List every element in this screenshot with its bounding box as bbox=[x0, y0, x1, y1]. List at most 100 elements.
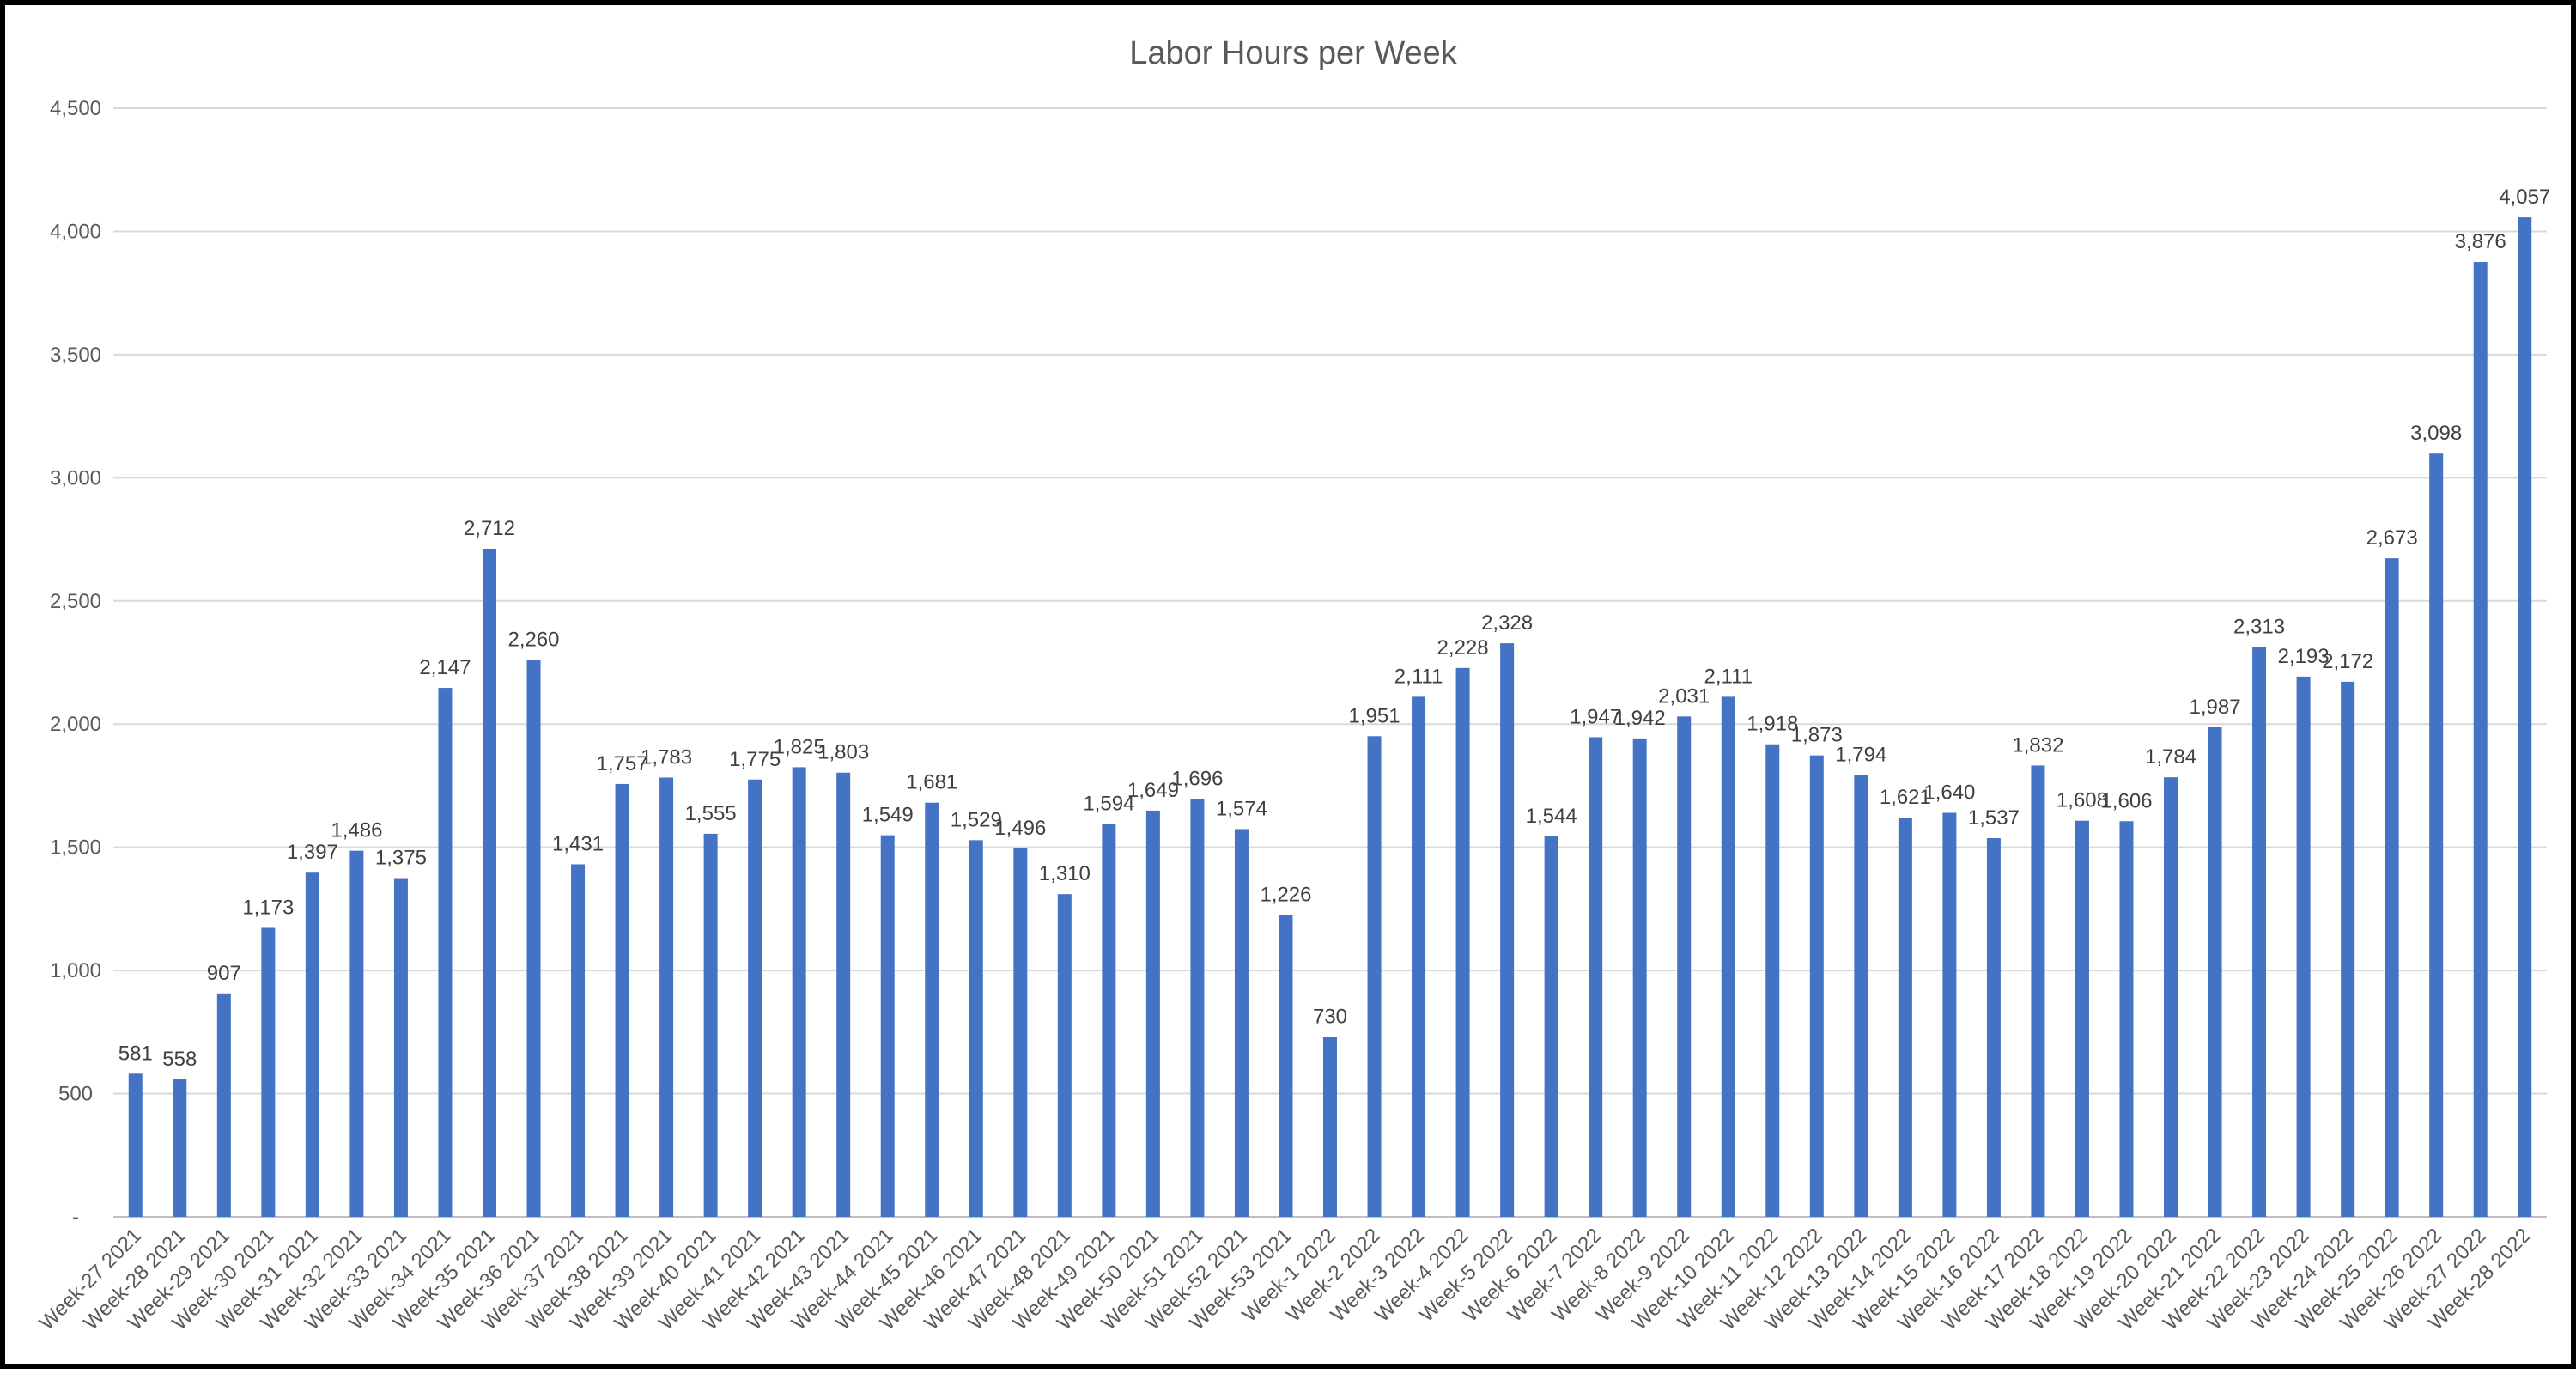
bar bbox=[2473, 262, 2488, 1217]
y-tick-label: 500 bbox=[58, 1083, 93, 1106]
data-label: 1,226 bbox=[1260, 883, 1311, 906]
bar bbox=[1190, 799, 1205, 1217]
bar bbox=[748, 779, 762, 1217]
data-label: 1,783 bbox=[641, 745, 692, 769]
bar bbox=[2164, 777, 2178, 1217]
bar bbox=[703, 833, 718, 1217]
bar bbox=[1544, 836, 1558, 1217]
bar bbox=[305, 872, 319, 1217]
data-label: 2,172 bbox=[2322, 650, 2373, 673]
data-label: 730 bbox=[1313, 1006, 1347, 1029]
bar bbox=[1500, 643, 1515, 1217]
y-tick-label: 2,000 bbox=[50, 713, 101, 736]
bar bbox=[1279, 915, 1293, 1217]
data-label: 2,111 bbox=[1704, 665, 1753, 688]
data-label: 1,649 bbox=[1127, 779, 1179, 802]
bar bbox=[1765, 744, 1780, 1217]
y-tick-label: 1,000 bbox=[50, 959, 101, 982]
bar bbox=[128, 1073, 143, 1217]
data-label: 2,193 bbox=[2278, 645, 2330, 668]
bar bbox=[216, 993, 231, 1217]
data-label: 2,228 bbox=[1437, 636, 1489, 660]
data-label: 1,549 bbox=[862, 804, 914, 827]
chart-title: Labor Hours per Week bbox=[1129, 35, 1458, 71]
bar bbox=[1234, 829, 1249, 1217]
bar bbox=[2296, 676, 2311, 1217]
bar bbox=[2031, 765, 2045, 1217]
data-label: 907 bbox=[207, 962, 241, 985]
y-tick-label: 4,000 bbox=[50, 220, 101, 243]
data-label: 1,775 bbox=[729, 748, 781, 771]
data-label: 1,529 bbox=[951, 808, 1002, 831]
data-label: 1,832 bbox=[2012, 733, 2063, 757]
bar bbox=[659, 777, 674, 1217]
data-label: 1,825 bbox=[774, 735, 825, 758]
bar bbox=[2429, 453, 2444, 1217]
data-label: 2,712 bbox=[464, 517, 515, 540]
bar bbox=[1102, 824, 1116, 1217]
data-label: 1,803 bbox=[817, 741, 869, 764]
bars bbox=[128, 217, 2532, 1217]
bar bbox=[1942, 812, 1957, 1217]
y-tick-label: 1,500 bbox=[50, 836, 101, 860]
data-label: 1,873 bbox=[1791, 724, 1843, 747]
data-label: 4,057 bbox=[2499, 185, 2550, 209]
data-label: 2,031 bbox=[1658, 684, 1710, 708]
data-label: 1,310 bbox=[1039, 862, 1091, 885]
data-label: 1,621 bbox=[1880, 786, 1931, 809]
data-label: 2,328 bbox=[1481, 611, 1533, 635]
bar bbox=[615, 783, 629, 1217]
data-label: 1,397 bbox=[287, 841, 338, 864]
data-label: 2,313 bbox=[2233, 615, 2285, 638]
bar bbox=[482, 548, 496, 1217]
bar bbox=[2208, 727, 2222, 1217]
data-label: 1,555 bbox=[685, 802, 737, 825]
bar bbox=[836, 772, 851, 1217]
bar bbox=[2341, 681, 2355, 1217]
bar bbox=[1677, 716, 1692, 1217]
data-label: 1,608 bbox=[2057, 789, 2108, 812]
bar bbox=[1986, 838, 2001, 1217]
data-label: 1,951 bbox=[1348, 704, 1400, 727]
data-label: 1,375 bbox=[375, 847, 427, 870]
bar bbox=[1412, 696, 1426, 1217]
bar bbox=[1057, 894, 1072, 1217]
bar bbox=[880, 835, 895, 1217]
y-tick-label: 3,500 bbox=[50, 344, 101, 367]
data-label: 1,794 bbox=[1835, 743, 1886, 766]
bar bbox=[792, 767, 806, 1217]
data-label: 1,606 bbox=[2100, 789, 2152, 812]
bar bbox=[1145, 810, 1160, 1217]
bar bbox=[2518, 217, 2532, 1217]
data-label: 558 bbox=[162, 1048, 197, 1071]
bar bbox=[571, 864, 586, 1217]
gridlines bbox=[113, 107, 2547, 1218]
data-label: 1,431 bbox=[552, 832, 604, 855]
data-label: 1,486 bbox=[331, 819, 382, 842]
bar bbox=[969, 840, 983, 1217]
data-label: 2,260 bbox=[507, 629, 559, 652]
y-tick-label: - bbox=[72, 1206, 79, 1229]
y-tick-label: 2,500 bbox=[50, 590, 101, 613]
bar bbox=[1323, 1037, 1337, 1217]
data-label: 2,147 bbox=[419, 656, 471, 679]
data-label: 1,947 bbox=[1570, 705, 1621, 728]
y-axis-ticks: - 500 1,000 1,500 2,000 2,500 3,000 3,500 4,000 4… bbox=[50, 97, 101, 1229]
bar-chart: Labor Hours per Week - 500 1,000 1,500 2,000… bbox=[35, 35, 2550, 1334]
data-label: 3,098 bbox=[2410, 422, 2462, 445]
bar bbox=[1632, 738, 1647, 1217]
data-label: 581 bbox=[118, 1042, 153, 1065]
bar bbox=[925, 802, 939, 1217]
data-label: 1,574 bbox=[1216, 797, 1267, 820]
data-label: 1,757 bbox=[597, 752, 648, 775]
data-label: 3,876 bbox=[2455, 230, 2506, 253]
data-label: 1,696 bbox=[1171, 767, 1223, 790]
bar bbox=[1367, 736, 1382, 1217]
data-label: 1,918 bbox=[1747, 713, 1798, 736]
bar bbox=[1721, 696, 1735, 1217]
data-label: 2,673 bbox=[2366, 526, 2418, 550]
data-label: 2,111 bbox=[1394, 665, 1443, 688]
bar bbox=[1589, 737, 1603, 1217]
bar bbox=[1013, 848, 1028, 1217]
